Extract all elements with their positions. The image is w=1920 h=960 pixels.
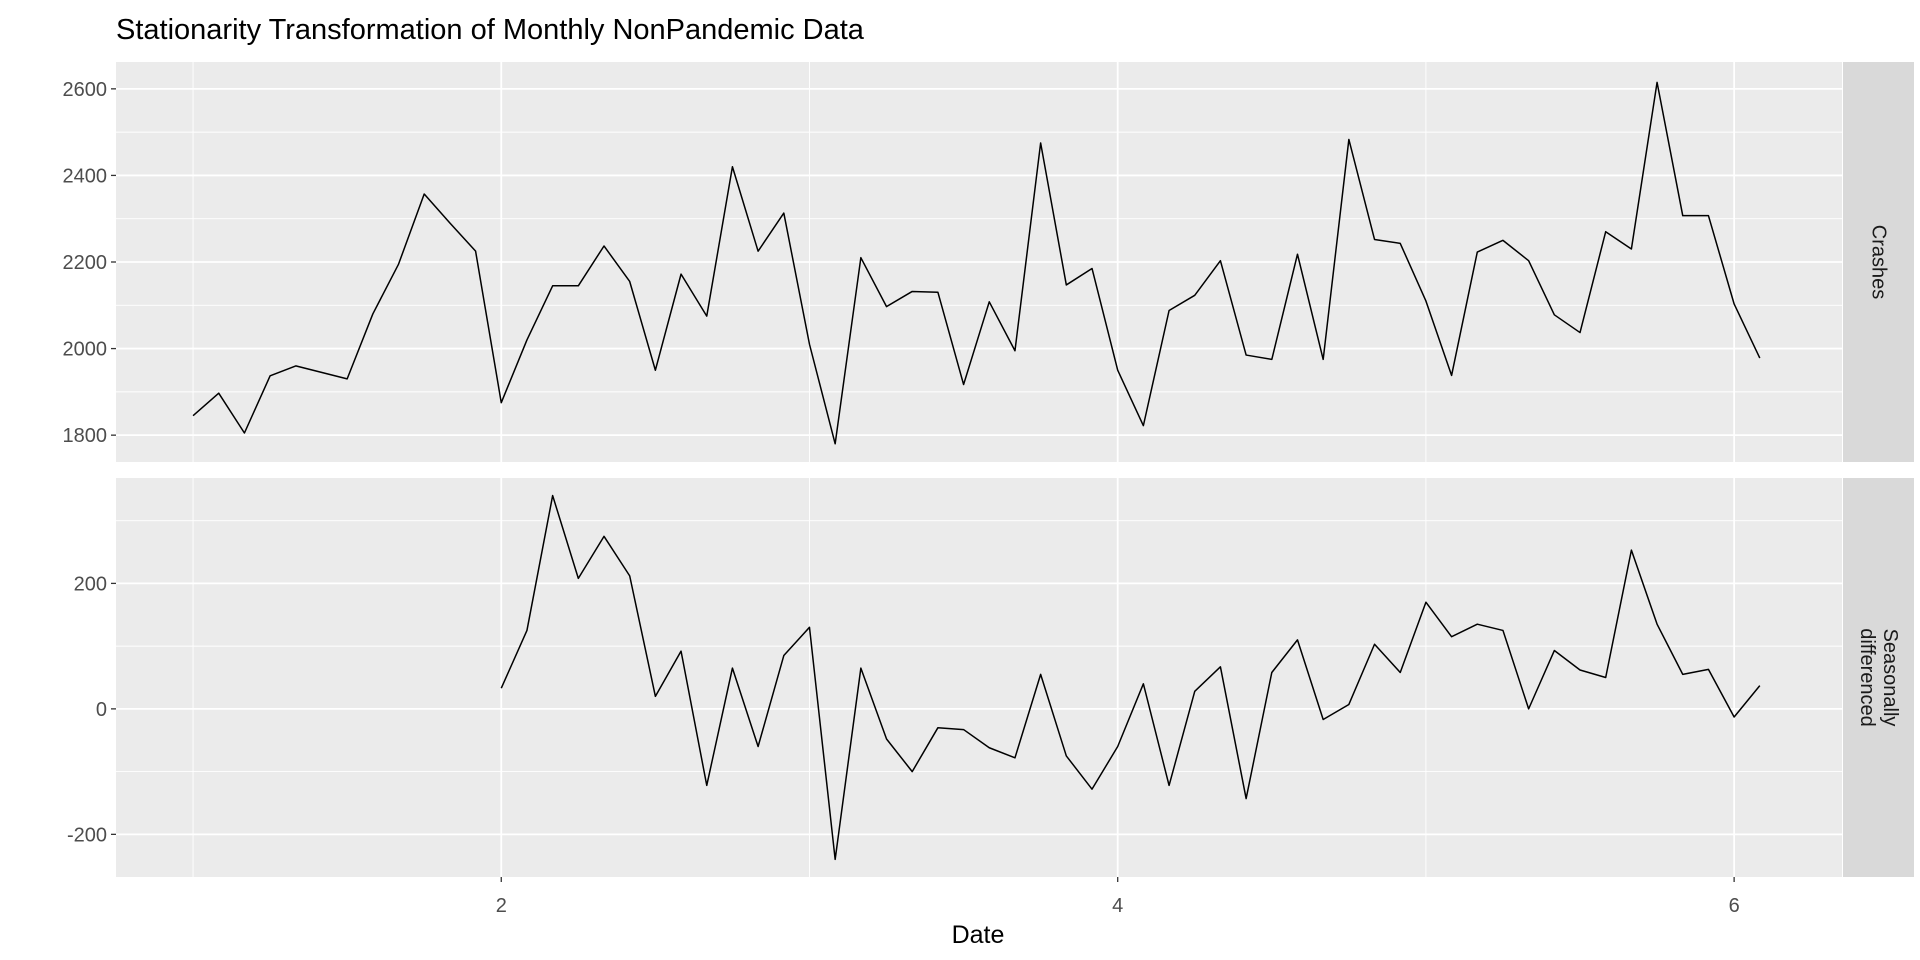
y-tick-label: 2000: [63, 339, 108, 361]
facet-strip: [1843, 478, 1914, 877]
y-tick-label: 2600: [63, 79, 108, 101]
y-tick-label: 2400: [63, 165, 108, 187]
x-tick-label: 2: [496, 895, 507, 917]
panel-background: [116, 478, 1842, 877]
x-axis: 2 4 6: [496, 877, 1740, 917]
x-tick-label: 4: [1112, 895, 1123, 917]
panel-0: 1800 2000 2200 2400 2600 Crashes: [63, 62, 1914, 462]
panels-layer: 1800 2000 2200 2400 2600 Crashes -200 0 200 Seaso…: [63, 62, 1914, 877]
y-tick-label: 1800: [63, 425, 108, 447]
facet-strip-label: Crashes: [1868, 225, 1890, 299]
x-axis-title: Date: [952, 921, 1005, 949]
chart-title: Stationarity Transformation of Monthly N…: [116, 14, 865, 46]
x-tick-label: 6: [1729, 895, 1740, 917]
y-tick-label: 2200: [63, 252, 108, 274]
series-line-1: [500, 494, 1761, 861]
y-tick-label: -200: [67, 824, 107, 846]
facet-strip-label: differenced: [1856, 628, 1878, 727]
y-tick-label: 200: [74, 573, 107, 595]
series-line-0: [192, 81, 1761, 445]
y-tick-label: 0: [96, 699, 107, 721]
facet-strip-label: Seasonally: [1879, 629, 1901, 727]
facet-strip: [1843, 62, 1914, 462]
